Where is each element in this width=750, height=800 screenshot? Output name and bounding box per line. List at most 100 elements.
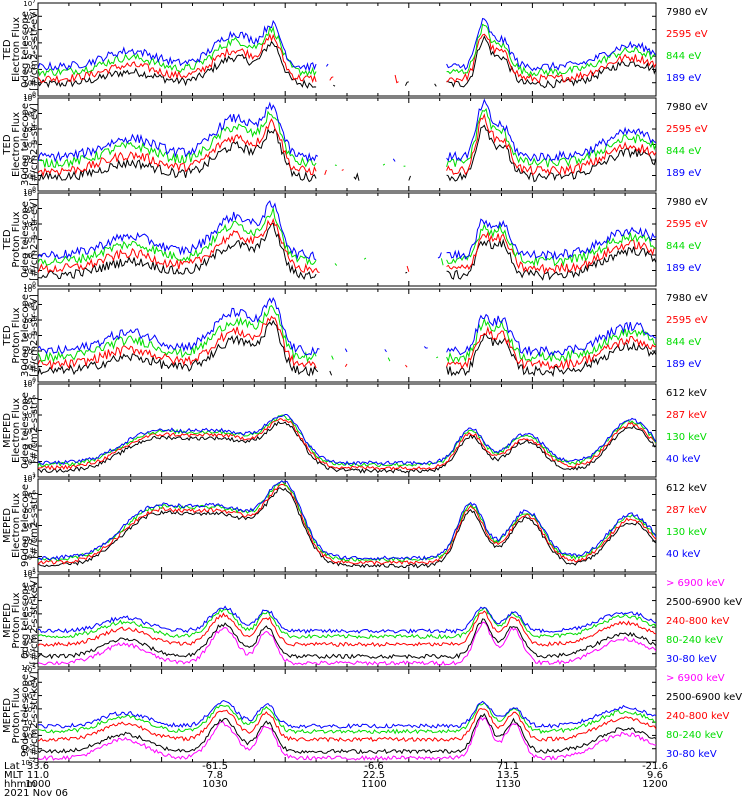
y-tick-label: 105: [23, 109, 36, 119]
x-tick-mlt-1: 7.8: [207, 770, 223, 781]
legend-entry: 189 eV: [666, 359, 701, 370]
y-axis-label-line: Proton Flux: [11, 687, 22, 743]
legend-entry: 189 eV: [666, 73, 701, 84]
y-axis-label-line: [#/cm2-s-str-eV]: [29, 8, 40, 91]
y-tick-label: 103: [23, 140, 36, 150]
legend-entry: 2595 eV: [666, 124, 708, 135]
legend-entry: 287 keV: [666, 410, 707, 421]
legend-entry: 189 eV: [666, 168, 701, 179]
y-axis-label-line: [#/cm2-s-str]: [29, 492, 40, 559]
y-tick-label: 101: [23, 78, 36, 88]
y-tick-label: 100: [23, 730, 36, 740]
legend-entry: 844 eV: [666, 51, 701, 62]
y-axis-label-line: [#/cm2-s-str-eV]: [29, 294, 40, 377]
y-tick-label: 106: [23, 395, 36, 405]
y-tick-label: 10-1: [21, 649, 36, 659]
legend-entry: 612 keV: [666, 483, 707, 494]
legend-entry: 287 keV: [666, 505, 707, 516]
y-tick-label: 105: [23, 505, 36, 515]
y-axis-label-line: Electron Flux: [11, 112, 22, 177]
y-axis-label-line: TED: [2, 229, 13, 250]
series-line: [38, 713, 656, 755]
series-line: [38, 707, 656, 743]
series-line: [38, 418, 656, 471]
y-axis-label-line: MEPED: [2, 508, 13, 543]
legend-entry: 2500-6900 keV: [666, 597, 742, 608]
x-tick-mlt-3: 13.5: [497, 770, 519, 781]
y-tick-label: 107: [23, 379, 36, 389]
legend-entry: 612 keV: [666, 388, 707, 399]
y-axis-label-line: Electron Flux: [11, 398, 22, 463]
series-line: [38, 315, 656, 371]
y-tick-label: 102: [23, 250, 36, 260]
y-tick-label: 103: [23, 596, 36, 606]
y-axis-label-line: 0deg telescope: [20, 392, 31, 469]
panel-frame: [37, 192, 657, 287]
x-tick-mlt-0: 11.0: [27, 770, 49, 781]
x-tick-lat-4: -21.6: [642, 761, 668, 772]
y-axis-label-line: Proton Flux: [11, 592, 22, 648]
y-axis-label-line: [#/cm2-s-str-eV]: [29, 198, 40, 281]
y-tick-label: 10-2: [21, 662, 36, 672]
series-line: [38, 716, 656, 761]
series-line: [38, 33, 656, 84]
legend-entry: 7980 eV: [666, 7, 708, 18]
legend-entry: 844 eV: [666, 146, 701, 157]
y-tick-label: 100: [23, 91, 36, 101]
y-tick-label: 105: [23, 204, 36, 214]
date-label: 2021 Nov 06: [4, 788, 68, 799]
y-axis-label-line: MEPED: [2, 698, 13, 733]
y-tick-label: 104: [23, 426, 36, 436]
y-axis-label-line: MEPED: [2, 413, 13, 448]
y-tick-label: 102: [23, 704, 36, 714]
y-axis-label-line: Electron Flux: [11, 493, 22, 558]
y-axis-label-line: [#/cm2-s-str]: [29, 397, 40, 464]
series-line: [38, 699, 656, 729]
y-tick-label: 105: [23, 410, 36, 420]
legend-entry: 130 keV: [666, 527, 707, 538]
y-tick-label: 102: [23, 346, 36, 356]
series-line: [38, 200, 656, 262]
y-tick-label: 105: [23, 25, 36, 35]
legend-entry: 80-240 keV: [666, 635, 723, 646]
y-tick-label: 104: [23, 219, 36, 229]
y-tick-label: 100: [23, 281, 36, 291]
series-line: [38, 107, 656, 169]
y-tick-label: 100: [23, 186, 36, 196]
panel-frame: [37, 668, 657, 763]
legend-entry: 2595 eV: [666, 219, 708, 230]
panels: 100 101 102 103 104 105 106 107 TED Electron Flux…: [2, 0, 742, 767]
legend-entry: 130 keV: [666, 432, 707, 443]
legend-entry: 240-800 keV: [666, 711, 730, 722]
legend-entry: 2500-6900 keV: [666, 692, 742, 703]
series-line: [38, 618, 656, 660]
x-tick-hhmm-3: 1130: [495, 779, 520, 790]
series-line: [38, 217, 656, 275]
series-line: [38, 483, 656, 566]
legend-entry: 40 keV: [666, 549, 700, 560]
y-tick-label: 10-2: [21, 757, 36, 767]
series-line: [38, 23, 656, 78]
series-line: [38, 480, 656, 561]
legend-entry: 80-240 keV: [666, 730, 723, 741]
y-tick-label: 104: [23, 677, 36, 687]
legend-entry: 844 eV: [666, 337, 701, 348]
y-axis-label-line: 30deg telescope: [20, 294, 31, 377]
y-axis-label-line: Proton Flux: [11, 307, 22, 363]
y-axis-label-line: 90deg telescope: [20, 674, 31, 757]
series-line: [38, 487, 656, 569]
y-tick-label: 104: [23, 521, 36, 531]
y-tick-label: 106: [23, 188, 36, 198]
y-tick-label: 105: [23, 569, 36, 579]
y-tick-label: 103: [23, 536, 36, 546]
series-line: [38, 606, 656, 640]
y-tick-label: 102: [23, 64, 36, 74]
series-line: [38, 113, 656, 177]
series-line: [38, 610, 656, 648]
legend-entry: 2595 eV: [666, 29, 708, 40]
